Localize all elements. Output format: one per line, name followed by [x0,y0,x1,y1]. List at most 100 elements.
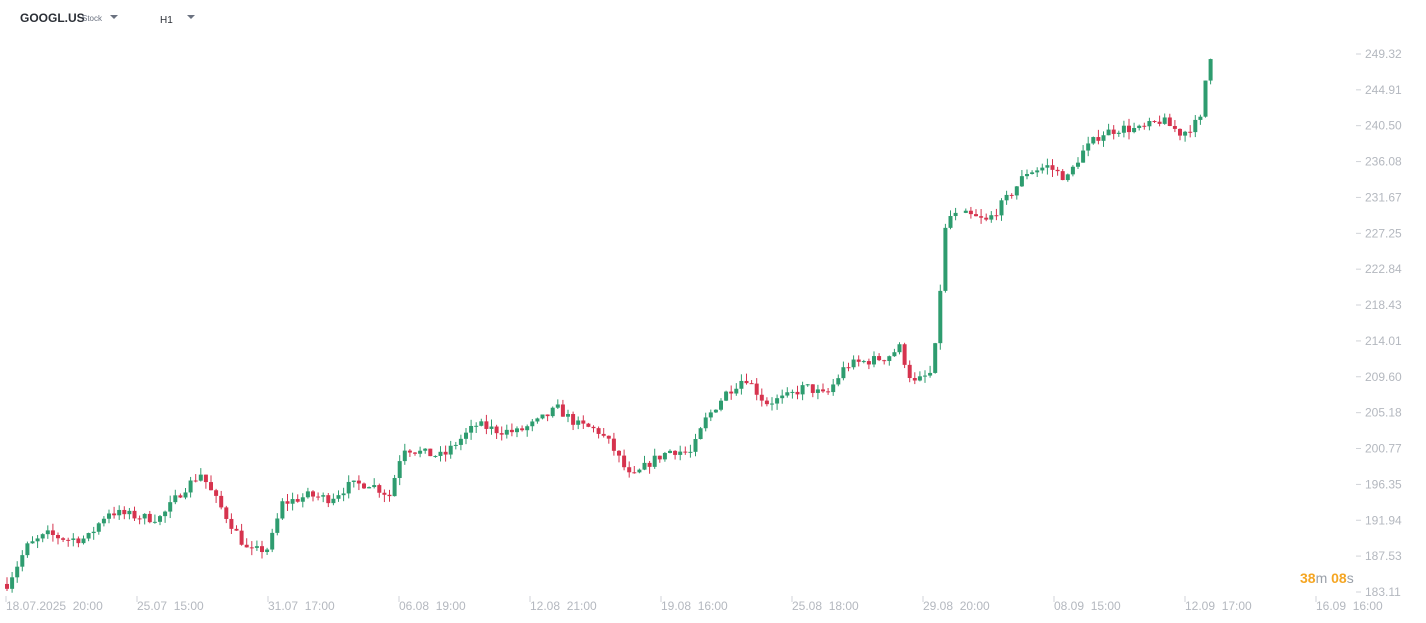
candle-down [112,513,117,516]
candle-up [305,491,310,498]
candle-down [1055,169,1060,172]
x-tick-label: 12.09 17:00 [1185,599,1252,613]
timeframe-selector[interactable]: H1 [160,15,173,26]
candle-down [413,452,417,454]
candle-up [158,516,162,522]
candle-down [377,485,382,493]
candle-up [1183,131,1188,136]
y-tick-label: 236.08 [1365,155,1402,169]
candle-up [91,531,96,534]
candle-down [61,538,66,540]
candle-down [1178,128,1182,136]
candle-up [117,509,122,516]
candle-up [576,420,581,425]
candle-up [336,495,341,499]
candle-up [678,451,683,455]
candle-down [5,583,9,589]
candle-down [622,455,627,468]
candle-up [775,398,780,404]
candle-up [464,432,468,439]
candle-down [810,384,815,393]
candle-down [407,450,412,453]
y-tick-label: 187.53 [1365,549,1402,563]
y-tick-label: 240.50 [1365,119,1402,133]
candle-down [611,438,616,451]
candle-up [402,450,407,462]
candle-up [1076,162,1080,167]
candle-up [397,461,402,478]
candle-down [968,210,973,215]
candles-layer [5,58,1213,593]
candle-up [897,344,902,353]
candle-down [1142,125,1147,127]
candle-down [1096,137,1101,141]
candle-up [815,389,820,393]
candle-down [749,383,754,385]
y-tick-label: 218.43 [1365,298,1402,312]
candle-up [836,378,841,385]
candle-up [530,421,535,427]
candle-up [96,523,101,532]
candle-up [1091,137,1096,144]
candle-down [311,491,315,497]
candle-up [173,495,178,503]
countdown-minutes-unit: m [1315,570,1328,586]
candle-down [617,450,621,456]
symbol-name[interactable]: GOOGL.US [20,11,85,25]
candle-up [1116,132,1121,134]
candle-down [50,530,55,535]
candle-down [647,462,652,467]
candle-up [872,356,876,365]
symbol-dropdown-chevron-down-icon[interactable] [110,15,118,19]
candle-up [1030,172,1035,174]
candle-down [821,389,825,392]
candle-down [826,391,831,393]
candle-down [234,528,239,531]
x-tick-label: 18.07.2025 20:00 [6,599,103,613]
candle-down [571,414,576,425]
candle-down [856,359,861,362]
candle-down [137,518,142,520]
y-tick-label: 231.67 [1365,190,1402,204]
candle-up [688,451,693,453]
candle-up [1086,143,1091,151]
candle-up [1121,125,1126,133]
candle-up [790,391,795,393]
candle-up [1198,116,1203,120]
candle-up [515,428,519,433]
candle-down [764,400,769,405]
candle-up [433,455,438,457]
candle-up [40,534,45,539]
candle-down [66,539,71,541]
timeframe-chevron-down-icon[interactable] [187,15,195,19]
candle-up [331,498,336,504]
candle-up [438,451,443,456]
y-tick-label: 183.11 [1365,585,1401,599]
candle-up [423,448,428,451]
candle-down [606,435,611,439]
candle-down [1127,125,1131,133]
candle-down [1009,194,1014,196]
candle-up [290,499,295,504]
candle-up [525,426,530,431]
candle-down [356,480,361,484]
candle-down [601,433,606,436]
candle-down [866,361,871,365]
y-tick-label: 205.18 [1365,406,1402,420]
candle-up [713,409,718,413]
candle-up [668,450,672,453]
candle-up [662,452,667,460]
candle-up [1193,119,1198,133]
candle-up [25,543,30,556]
countdown-seconds-unit: s [1346,570,1354,586]
candle-down [979,216,984,218]
x-tick-label: 06.08 19:00 [399,599,466,613]
candle-up [719,400,723,410]
candle-down [295,499,300,502]
candle-up [1004,194,1009,201]
candle-down [1188,131,1193,133]
candle-up [10,577,15,589]
candle-up [698,428,703,440]
candle-up [418,450,423,454]
